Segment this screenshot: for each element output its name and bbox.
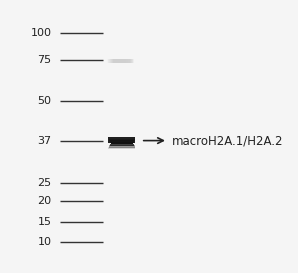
Bar xyxy=(109,59,133,63)
Text: 10: 10 xyxy=(38,237,52,247)
Bar xyxy=(110,144,134,146)
Bar xyxy=(108,137,135,143)
Text: 100: 100 xyxy=(30,28,52,38)
Text: 75: 75 xyxy=(37,55,52,65)
Bar xyxy=(108,137,135,140)
Bar xyxy=(110,141,134,143)
Text: 50: 50 xyxy=(38,96,52,106)
Bar xyxy=(112,59,132,63)
Bar xyxy=(109,139,135,141)
Bar xyxy=(111,142,133,144)
Text: 25: 25 xyxy=(37,178,52,188)
Bar xyxy=(108,147,135,149)
Text: macroH2A.1/H2A.2: macroH2A.1/H2A.2 xyxy=(172,134,283,147)
Bar xyxy=(113,59,131,63)
Bar xyxy=(109,146,135,148)
Bar xyxy=(108,59,128,63)
Text: 15: 15 xyxy=(38,218,52,227)
Bar xyxy=(107,59,125,63)
Bar xyxy=(111,59,133,63)
Text: 20: 20 xyxy=(37,196,52,206)
Text: 37: 37 xyxy=(37,136,52,146)
Bar xyxy=(110,59,134,63)
Bar xyxy=(108,59,131,63)
